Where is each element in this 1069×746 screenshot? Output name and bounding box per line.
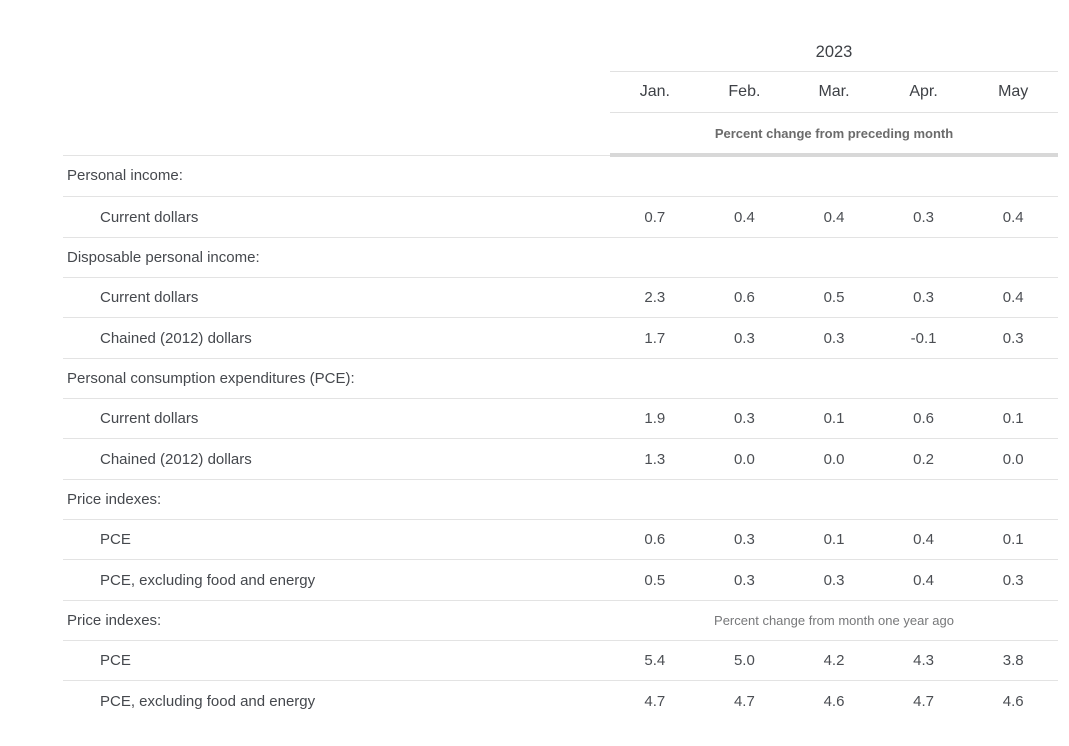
value-cell: 5.0: [699, 640, 790, 682]
value-cell: 0.1: [968, 519, 1058, 561]
value-cell: 0.6: [699, 277, 790, 319]
value-cell: -0.1: [878, 317, 969, 359]
value-cell: 0.0: [789, 438, 879, 480]
value-cell: 0.6: [878, 398, 969, 440]
personal-income-outlays-table: 2023 Jan. Feb. Mar. Apr. May Percent change …: [63, 33, 1058, 721]
value-cell: 3.8: [968, 640, 1058, 682]
value-cell: 4.3: [878, 640, 969, 682]
section-row: Price indexes: Percent change from month …: [63, 600, 1058, 642]
value-cell: 0.3: [968, 559, 1058, 601]
column-header-mar: Mar.: [789, 71, 879, 113]
value-cell: 0.4: [878, 559, 969, 601]
value-cell: 1.3: [610, 438, 700, 480]
section-label: Price indexes:: [63, 600, 611, 642]
label-column-spacer: [63, 72, 610, 113]
value-cell: 1.7: [610, 317, 700, 359]
table-row: Chained (2012) dollars 1.7 0.3 0.3 -0.1 0.3: [63, 317, 1058, 359]
table-row: Chained (2012) dollars 1.3 0.0 0.0 0.2 0.0: [63, 438, 1058, 480]
value-cell: 1.9: [610, 398, 700, 440]
value-cell: 2.3: [610, 277, 700, 319]
table-row: PCE 0.6 0.3 0.1 0.4 0.1: [63, 519, 1058, 561]
value-cell: 0.3: [789, 317, 879, 359]
year-header: 2023: [610, 33, 1058, 72]
row-label: PCE, excluding food and energy: [63, 559, 611, 601]
value-cell: 0.3: [699, 317, 790, 359]
table-row: Current dollars 2.3 0.6 0.5 0.3 0.4: [63, 277, 1058, 319]
label-column-spacer: [63, 112, 611, 156]
value-cell: 0.0: [968, 438, 1058, 480]
section-row: Personal consumption expenditures (PCE):: [63, 358, 1058, 400]
value-cell: 0.4: [789, 196, 879, 238]
value-cell: 0.3: [699, 519, 790, 561]
row-label: Current dollars: [63, 277, 611, 319]
column-header-jan: Jan.: [610, 71, 700, 113]
label-column-spacer: [63, 33, 610, 72]
table-row: Current dollars 1.9 0.3 0.1 0.6 0.1: [63, 398, 1058, 440]
table-row: PCE 5.4 5.0 4.2 4.3 3.8: [63, 640, 1058, 682]
value-cell: 0.4: [878, 519, 969, 561]
row-label: Current dollars: [63, 196, 611, 238]
table-body: Personal income: Current dollars 0.7 0.4 0.4…: [63, 155, 1058, 721]
value-cell: 4.6: [1002, 692, 1024, 710]
section-label: Personal income:: [63, 155, 611, 198]
value-cell: 4.7: [913, 692, 935, 710]
section-label: Disposable personal income:: [63, 237, 611, 279]
value-cell: 4.7: [733, 692, 755, 710]
value-cell: 0.7: [610, 196, 700, 238]
value-cell: 4.2: [789, 640, 879, 682]
empty-cell: [610, 237, 1058, 279]
row-label: PCE, excluding food and energy: [100, 692, 316, 710]
value-cell: 4.6: [823, 692, 845, 710]
value-cell: 0.3: [699, 559, 790, 601]
value-cell: 0.4: [699, 196, 790, 238]
value-cell: 0.3: [789, 559, 879, 601]
month-header-row: Jan. Feb. Mar. Apr. May: [63, 71, 1058, 113]
row-label: PCE: [63, 640, 611, 682]
value-cell: 0.3: [878, 277, 969, 319]
empty-cell: [610, 479, 1058, 521]
value-cell: 0.1: [789, 519, 879, 561]
value-cell: 0.4: [968, 196, 1058, 238]
section-row: Personal income:: [63, 155, 1058, 198]
empty-cell: [610, 358, 1058, 400]
value-cell: 0.5: [610, 559, 700, 601]
row-label: Current dollars: [63, 398, 611, 440]
section-label: Personal consumption expenditures (PCE):: [63, 358, 611, 400]
empty-cell: [610, 155, 1058, 198]
value-cell: 0.3: [699, 398, 790, 440]
value-cell: 4.7: [644, 692, 666, 710]
table-row: PCE, excluding food and energy 4.7 4.7 4.6 4…: [63, 681, 1058, 721]
value-cell: 0.3: [968, 317, 1058, 359]
value-cell: 5.4: [610, 640, 700, 682]
row-label: Chained (2012) dollars: [63, 317, 611, 359]
column-header-may: May: [968, 71, 1058, 113]
value-cell: 0.1: [789, 398, 879, 440]
value-cell: 0.2: [878, 438, 969, 480]
year-header-row: 2023: [63, 33, 1058, 72]
value-cell: 0.0: [699, 438, 790, 480]
column-header-apr: Apr.: [878, 71, 969, 113]
value-cell: 0.3: [878, 196, 969, 238]
unit-note-bottom: Percent change from month one year ago: [610, 600, 1058, 642]
value-cell: 0.4: [968, 277, 1058, 319]
section-row: Disposable personal income:: [63, 237, 1058, 279]
table-row: Current dollars 0.7 0.4 0.4 0.3 0.4: [63, 196, 1058, 238]
row-label: PCE: [63, 519, 611, 561]
table-row: PCE, excluding food and energy 0.5 0.3 0.3 0…: [63, 559, 1058, 601]
value-cell: 0.1: [968, 398, 1058, 440]
unit-note-top-row: Percent change from preceding month: [63, 112, 1058, 157]
section-row: Price indexes:: [63, 479, 1058, 521]
value-cell: 0.5: [789, 277, 879, 319]
unit-note-top: Percent change from preceding month: [610, 112, 1058, 157]
row-label: Chained (2012) dollars: [63, 438, 611, 480]
value-cell: 0.6: [610, 519, 700, 561]
column-header-feb: Feb.: [699, 71, 790, 113]
section-label: Price indexes:: [63, 479, 611, 521]
